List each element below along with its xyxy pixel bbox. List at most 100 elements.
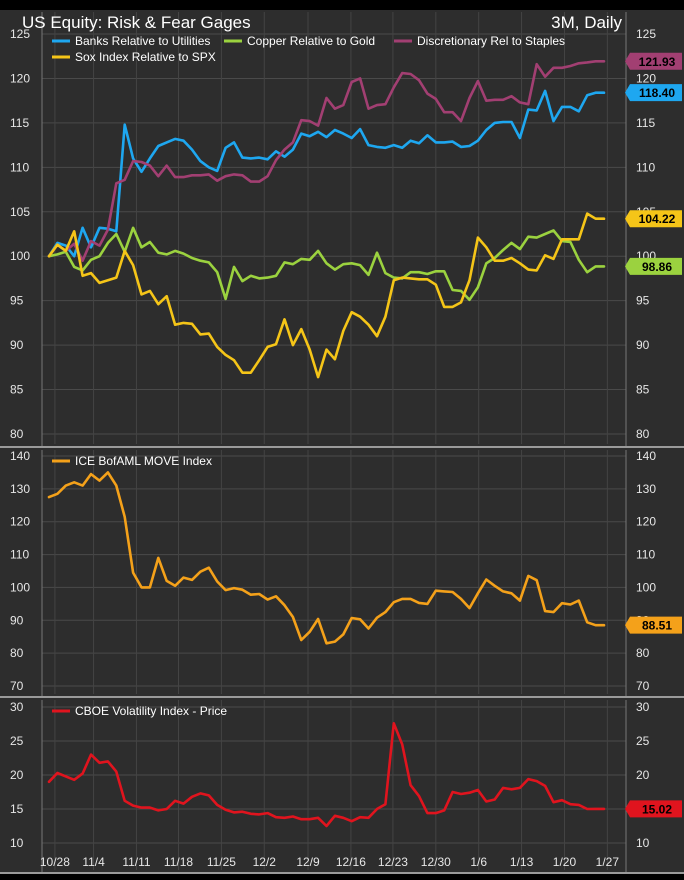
legend-label: CBOE Volatility Index - Price: [75, 704, 227, 718]
y-tick-label-left: 30: [10, 700, 24, 714]
series-line-3: [47, 59, 606, 263]
y-tick-label-left: 85: [10, 383, 24, 397]
legend-label: Discretionary Rel to Staples: [417, 34, 565, 48]
callout-shape: [625, 800, 682, 818]
y-tick-label-left: 70: [10, 679, 24, 693]
y-tick-label-left: 15: [10, 802, 24, 816]
series-line-4: [47, 212, 606, 379]
y-tick-label-right: 25: [636, 734, 650, 748]
callout-value: 118.40: [639, 86, 675, 100]
callout-shape: [625, 84, 682, 102]
y-tick-label-right: 130: [636, 482, 656, 496]
chart-title: US Equity: Risk & Fear Gages: [22, 13, 251, 32]
x-tick-label: 1/6: [470, 855, 487, 869]
x-tick-label: 12/30: [421, 855, 451, 869]
x-tick-label: 12/2: [253, 855, 277, 869]
y-tick-label-left: 80: [10, 427, 24, 441]
y-tick-label-left: 10: [10, 836, 24, 850]
y-tick-label-right: 100: [636, 580, 656, 594]
y-tick-label-right: 110: [636, 548, 655, 562]
chart-panel-2: 7070808090901001001101101201201301301401…: [0, 448, 684, 698]
y-tick-label-left: 130: [10, 482, 30, 496]
y-tick-label-right: 90: [636, 338, 650, 352]
x-tick-label: 11/25: [207, 855, 236, 869]
callout-value: 88.51: [642, 619, 672, 633]
panel-background: [0, 10, 684, 446]
y-tick-label-left: 100: [10, 580, 30, 594]
y-tick-label-right: 120: [636, 515, 656, 529]
y-tick-label-right: 120: [636, 71, 656, 85]
y-tick-label-left: 125: [10, 27, 30, 41]
y-tick-label-right: 10: [636, 836, 650, 850]
last-value-callout-3: 121.93: [625, 52, 682, 70]
y-tick-label-left: 140: [10, 449, 30, 463]
x-tick-label: 11/18: [164, 855, 193, 869]
y-tick-label-right: 140: [636, 449, 656, 463]
x-tick-label: 12/16: [336, 855, 366, 869]
last-value-callout-2: 98.86: [625, 257, 682, 275]
y-tick-label-left: 100: [10, 249, 30, 263]
callout-value: 98.86: [642, 260, 672, 274]
y-tick-label-left: 90: [10, 338, 24, 352]
chart-panel-1: 8080858590909595100100105105110110115115…: [0, 10, 684, 448]
x-tick-label: 1/27: [596, 855, 620, 869]
legend-entry-1: ICE BofAML MOVE Index: [52, 454, 212, 468]
legend-entry-3: Discretionary Rel to Staples: [394, 34, 565, 48]
panel-background: [0, 698, 684, 872]
last-value-callout-1: 15.02: [625, 800, 682, 818]
x-tick-label: 1/20: [553, 855, 577, 869]
y-tick-label-right: 80: [636, 646, 650, 660]
y-tick-label-right: 125: [636, 27, 656, 41]
series-line-1: [47, 721, 606, 828]
y-tick-label-right: 20: [636, 768, 650, 782]
legend-label: Banks Relative to Utilities: [75, 34, 210, 48]
x-tick-label: 1/13: [510, 855, 534, 869]
y-tick-label-right: 110: [636, 160, 655, 174]
chart-period-label: 3M, Daily: [551, 13, 622, 32]
callout-shape: [625, 257, 682, 275]
y-tick-label-right: 80: [636, 427, 650, 441]
legend-label: Sox Index Relative to SPX: [75, 50, 216, 64]
y-tick-label-right: 95: [636, 294, 650, 308]
series-line-1: [47, 89, 606, 258]
callout-shape: [625, 210, 682, 228]
panel-background: [0, 448, 684, 696]
callout-shape: [625, 52, 682, 70]
x-tick-label: 11/4: [82, 855, 105, 869]
y-tick-label-right: 70: [636, 679, 650, 693]
callout-value: 15.02: [642, 802, 672, 816]
y-tick-label-left: 95: [10, 294, 24, 308]
last-value-callout-1: 88.51: [625, 616, 682, 634]
y-tick-label-right: 30: [636, 700, 650, 714]
y-tick-label-right: 85: [636, 383, 650, 397]
x-tick-label: 12/23: [378, 855, 408, 869]
y-tick-label-left: 120: [10, 515, 30, 529]
callout-value: 104.22: [639, 212, 676, 226]
y-tick-label-left: 25: [10, 734, 24, 748]
legend-entry-2: Copper Relative to Gold: [224, 34, 375, 48]
y-tick-label-left: 110: [10, 160, 29, 174]
series-line-1: [47, 471, 606, 645]
y-tick-label-left: 80: [10, 646, 24, 660]
y-tick-label-left: 110: [10, 548, 29, 562]
legend-entry-1: CBOE Volatility Index - Price: [52, 704, 227, 718]
x-tick-label: 11/11: [122, 855, 151, 869]
series-line-2: [47, 226, 606, 302]
x-tick-label: 10/28: [40, 855, 70, 869]
y-tick-label-right: 115: [636, 116, 655, 130]
legend-label: Copper Relative to Gold: [247, 34, 375, 48]
y-tick-label-left: 20: [10, 768, 24, 782]
y-tick-label-left: 90: [10, 613, 24, 627]
x-tick-label: 12/9: [296, 855, 320, 869]
y-tick-label-left: 120: [10, 71, 30, 85]
legend-entry-1: Banks Relative to Utilities: [52, 34, 210, 48]
last-value-callout-4: 104.22: [625, 210, 682, 228]
y-tick-label-left: 115: [10, 116, 29, 130]
legend-entry-4: Sox Index Relative to SPX: [52, 50, 216, 64]
callout-value: 121.93: [639, 55, 676, 69]
last-value-callout-1: 118.40: [625, 84, 682, 102]
chart-panels: 8080858590909595100100105105110110115115…: [0, 10, 684, 874]
